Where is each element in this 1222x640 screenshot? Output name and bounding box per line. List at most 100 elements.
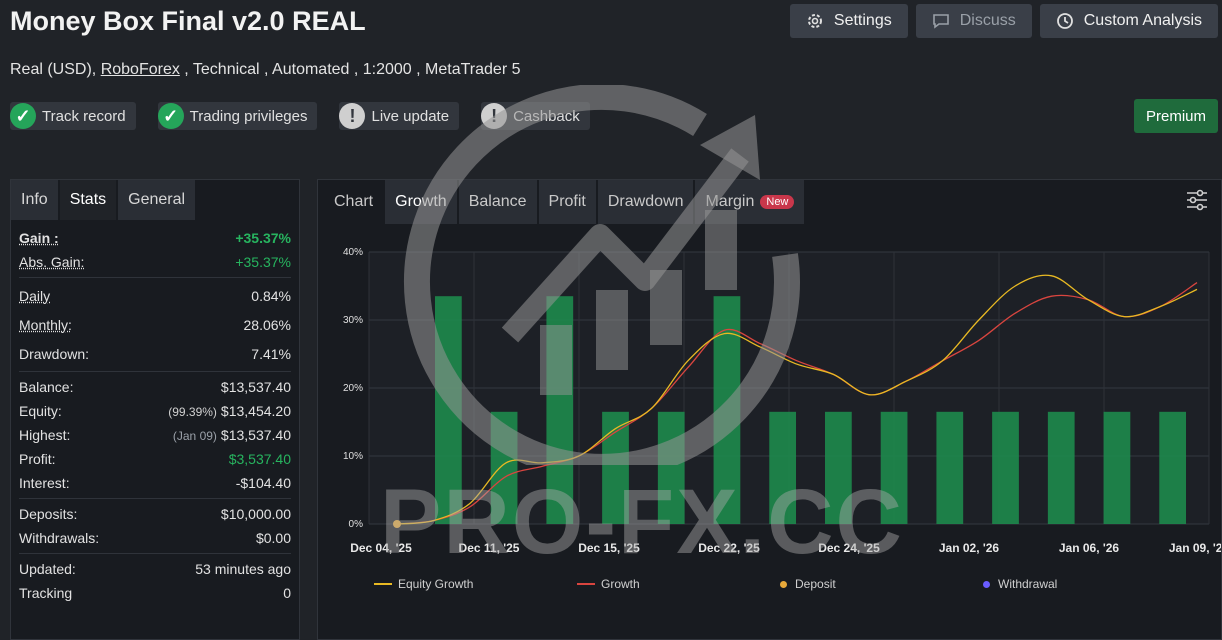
stat-value: $13,537.40: [220, 379, 291, 395]
legend-item-withdrawal[interactable]: Withdrawal: [983, 577, 1186, 591]
volume-bar: [936, 411, 964, 524]
stats-panel: Info Stats General Gain : +35.37% Abs. G…: [10, 179, 300, 640]
stat-withdrawals: Withdrawals: $0.00: [19, 526, 291, 550]
legend-swatch: [374, 583, 392, 585]
volume-bar: [546, 296, 574, 524]
legend-swatch: [780, 580, 787, 588]
tab-balance[interactable]: Balance: [458, 180, 537, 224]
badge-label: Track record: [42, 107, 126, 125]
stat-value: 0.84%: [251, 287, 291, 304]
chart-legend: Equity Growth Growth Deposit Withdrawal: [374, 577, 1186, 591]
tab-general[interactable]: General: [118, 180, 196, 220]
badge-label: Trading privileges: [189, 107, 308, 125]
tab-stats[interactable]: Stats: [59, 180, 117, 220]
growth-chart: 40% 30% 20% 10% 0% Dec 04, '25 Dec 11, '25 Dec …: [343, 247, 1221, 555]
new-badge: New: [760, 195, 795, 209]
legend-label: Growth: [601, 577, 640, 591]
stat-tracking: Tracking 0: [19, 581, 291, 605]
legend-swatch: [577, 583, 595, 585]
legend-item-deposit[interactable]: Deposit: [780, 577, 983, 591]
stat-value: $13,537.40: [220, 427, 291, 443]
y-tick-label: 30%: [343, 315, 363, 326]
check-icon: ✓: [10, 103, 36, 129]
tab-chart[interactable]: Chart: [334, 193, 374, 210]
stat-updated: Updated: 53 minutes ago: [19, 557, 291, 581]
highest-date: (Jan 09): [172, 429, 217, 443]
legend-label: Equity Growth: [398, 577, 474, 591]
stat-value: $3,537.40: [228, 451, 291, 467]
x-tick-label: Dec 04, '25: [350, 541, 412, 555]
stat-value: $10,000.00: [220, 506, 291, 522]
stat-label: Interest:: [19, 475, 70, 491]
stats-tabs: Info Stats General: [11, 180, 299, 220]
stat-profit: Profit: $3,537.40: [19, 447, 291, 471]
stat-label[interactable]: Monthly:: [19, 316, 72, 333]
custom-analysis-button[interactable]: Custom Analysis: [1039, 4, 1218, 38]
stat-drawdown: Drawdown: 7.41%: [19, 339, 291, 368]
equity-percent: (99.39%): [168, 405, 217, 419]
stat-label[interactable]: Gain :: [19, 230, 59, 246]
stat-monthly: Monthly: 28.06%: [19, 310, 291, 339]
y-tick-label: 40%: [343, 247, 363, 258]
x-tick-label: Dec 24, '25: [818, 541, 880, 555]
page-title: Money Box Final v2.0 REAL: [10, 6, 366, 36]
volume-bar: [657, 411, 685, 524]
x-tick-label: Jan 02, '26: [939, 541, 1000, 555]
badge-cashback: ! Cashback: [481, 102, 590, 130]
tab-profit[interactable]: Profit: [538, 180, 596, 224]
x-tick-label: Jan 06, '26: [1059, 541, 1120, 555]
exclamation-icon: !: [481, 103, 508, 129]
stat-label: Profit:: [19, 451, 56, 467]
tab-drawdown[interactable]: Drawdown: [597, 180, 694, 224]
account-subtitle: Real (USD), RoboForex , Technical , Auto…: [10, 61, 520, 79]
stat-label: Updated:: [19, 561, 76, 577]
top-actions: Settings Discuss Custom Analysis: [789, 4, 1218, 38]
account-details: , Technical , Automated , 1:2000 , MetaT…: [179, 61, 521, 78]
badge-live-update: ! Live update: [339, 102, 460, 130]
stat-highest: Highest: (Jan 09) $13,537.40: [19, 423, 291, 447]
filter-icon[interactable]: [1185, 188, 1209, 217]
volume-bar: [1047, 411, 1075, 524]
stat-label: Tracking: [19, 585, 73, 601]
broker-link[interactable]: RoboForex: [100, 61, 180, 78]
stat-value: 0: [283, 585, 291, 601]
account-type: Real (USD),: [10, 61, 101, 78]
discuss-label: Discuss: [959, 12, 1016, 29]
stat-label: Equity:: [19, 403, 62, 419]
chart-panel: Chart Growth Balance Profit Drawdown Mar…: [317, 179, 1222, 640]
divider: [19, 277, 291, 278]
tab-margin[interactable]: Margin New: [695, 180, 805, 224]
volume-bar: [992, 411, 1019, 524]
stat-label: Highest:: [19, 427, 71, 443]
stat-value: -$104.40: [235, 475, 291, 491]
tab-growth[interactable]: Growth: [385, 180, 457, 224]
stat-value: +35.37%: [235, 254, 291, 270]
stat-gain: Gain : +35.37%: [19, 226, 291, 250]
volume-bar: [825, 411, 852, 524]
stat-abs-gain: Abs. Gain: +35.37%: [19, 250, 291, 274]
legend-item-growth[interactable]: Growth: [577, 577, 780, 591]
legend-label: Withdrawal: [998, 577, 1058, 591]
volume-bar: [880, 411, 908, 524]
stat-balance: Balance: $13,537.40: [19, 375, 291, 399]
settings-button[interactable]: Settings: [789, 4, 908, 38]
legend-label: Deposit: [795, 577, 836, 591]
volume-bar: [1103, 411, 1131, 524]
divider: [19, 371, 291, 372]
chat-icon: [932, 12, 950, 30]
legend-item-equity-growth[interactable]: Equity Growth: [374, 577, 577, 591]
x-tick-label: Dec 15, '25: [578, 541, 640, 555]
stat-value: +35.37%: [235, 230, 291, 246]
clock-icon: [1056, 12, 1074, 30]
tab-info[interactable]: Info: [11, 180, 58, 220]
stat-label[interactable]: Abs. Gain:: [19, 254, 85, 270]
chart-tabs: Chart Growth Balance Profit Drawdown Mar…: [318, 180, 1221, 224]
y-tick-label: 10%: [343, 451, 363, 462]
stat-label[interactable]: Daily: [19, 287, 51, 304]
stat-value: $0.00: [255, 530, 291, 546]
badge-trading-privileges: ✓ Trading privileges: [157, 102, 318, 130]
discuss-button[interactable]: Discuss: [915, 4, 1032, 38]
gear-icon: [806, 12, 824, 30]
premium-button[interactable]: Premium: [1134, 99, 1218, 133]
stat-label: Balance:: [19, 379, 74, 395]
